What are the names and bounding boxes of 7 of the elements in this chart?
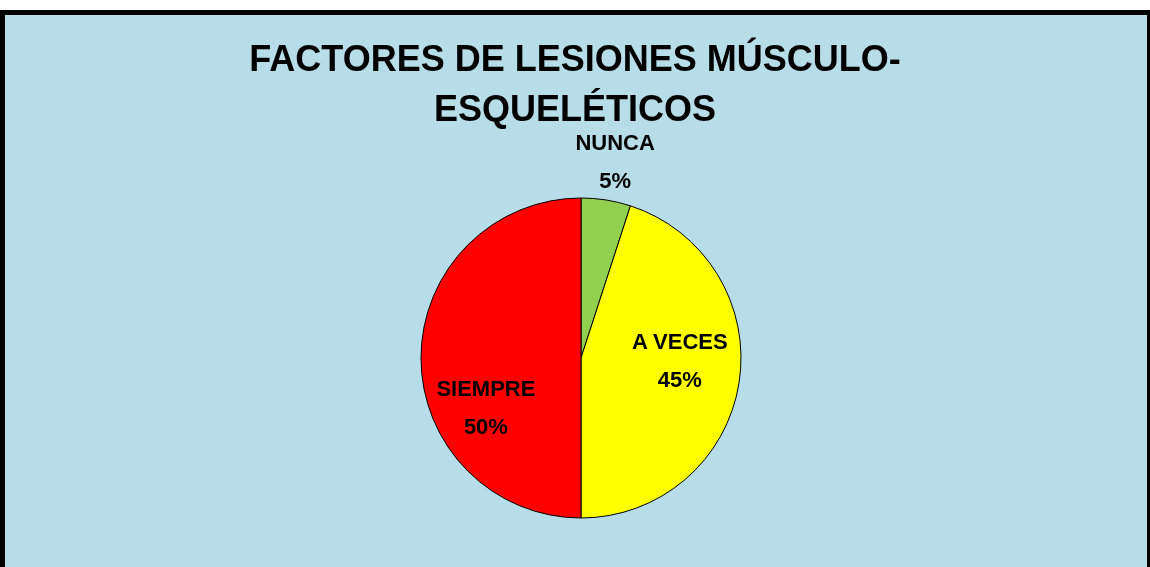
slice-label: NUNCA [575,129,655,155]
data-label: 50% [463,413,508,439]
slice-label: SIEMPRE [436,375,536,401]
chart-title: FACTORES DE LESIONES MÚSCULO-ESQUELÉTICOS [249,37,901,129]
slice-label: A VECES [631,329,728,355]
data-label: 5% [599,167,631,193]
data-label: 45% [657,367,702,393]
